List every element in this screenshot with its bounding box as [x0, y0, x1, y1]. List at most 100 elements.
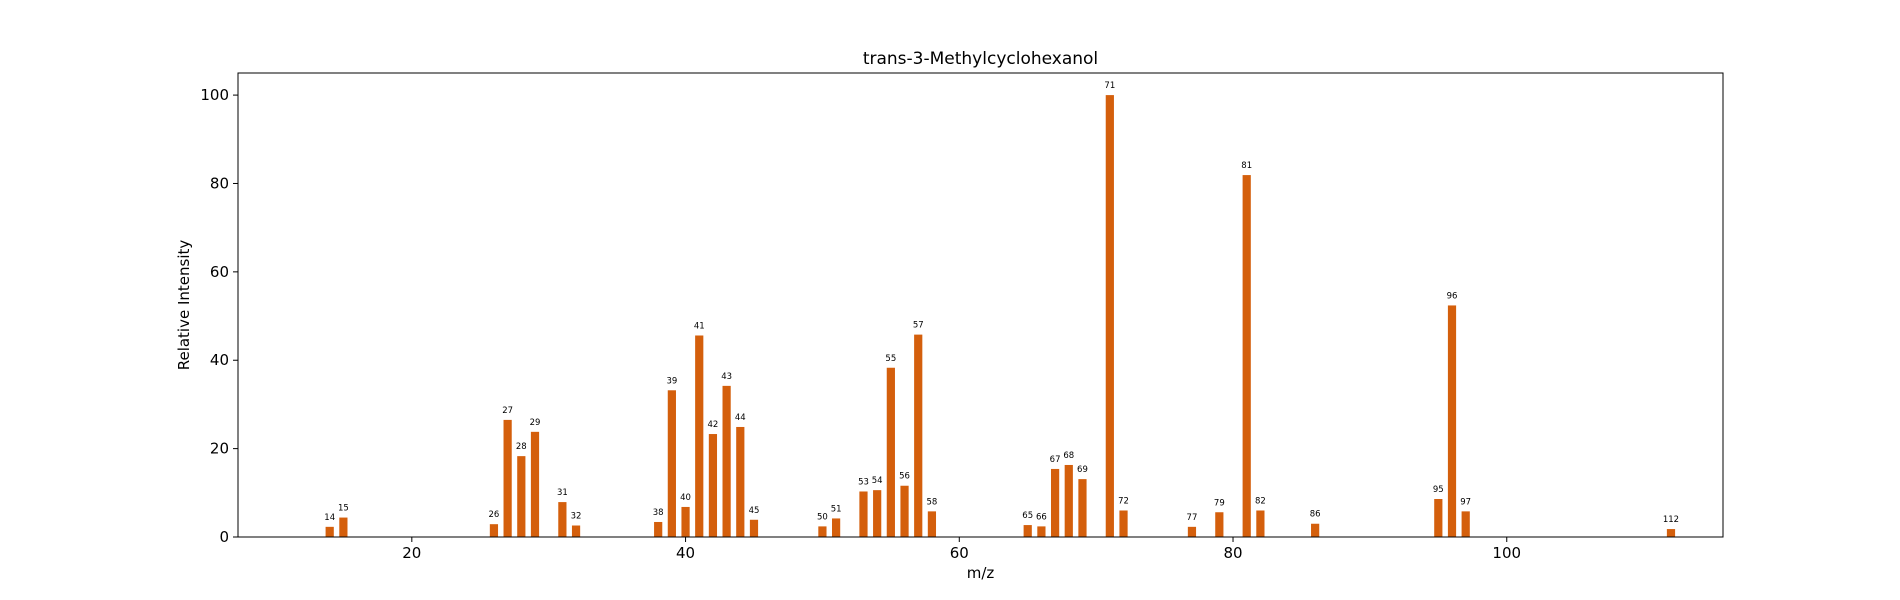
bar-50	[818, 526, 827, 537]
bar-42	[708, 434, 718, 537]
bar-41	[695, 335, 704, 537]
data-label-77: 77	[1187, 513, 1198, 523]
data-label-50: 50	[817, 512, 828, 522]
data-label-67: 67	[1050, 455, 1061, 465]
bar-79	[1215, 512, 1224, 537]
data-label-58: 58	[926, 497, 937, 507]
data-label-68: 68	[1063, 451, 1074, 461]
bar-31	[558, 502, 567, 537]
bar-28	[517, 456, 526, 537]
x-tick-label: 60	[950, 544, 969, 562]
bar-15	[339, 517, 348, 537]
bar-51	[832, 518, 841, 537]
data-label-95: 95	[1433, 485, 1444, 495]
bar-82	[1256, 510, 1265, 537]
bar-45	[749, 519, 759, 537]
data-label-27: 27	[502, 406, 513, 416]
bar-65	[1023, 525, 1032, 537]
y-tick-label: 80	[210, 174, 229, 192]
data-label-66: 66	[1036, 512, 1047, 522]
data-label-32: 32	[571, 512, 582, 522]
data-label-53: 53	[858, 477, 869, 487]
y-axis: 0 20 40 60 80 100	[200, 86, 238, 546]
bar-38	[654, 521, 663, 537]
data-label-44: 44	[735, 413, 746, 423]
bar-72	[1119, 510, 1128, 537]
bars-group	[325, 95, 1676, 537]
x-tick-label: 100	[1492, 544, 1521, 562]
bar-55	[886, 367, 895, 537]
data-label-15: 15	[338, 504, 349, 514]
data-label-65: 65	[1022, 511, 1033, 521]
bar-56	[900, 485, 909, 537]
data-label-41: 41	[694, 321, 705, 331]
bar-58	[927, 511, 937, 537]
bar-68	[1064, 464, 1073, 537]
bar-53	[859, 491, 868, 537]
data-label-26: 26	[489, 510, 500, 520]
x-tick-label: 40	[676, 544, 695, 562]
y-tick-label: 0	[219, 528, 229, 546]
y-tick-label: 60	[210, 263, 229, 281]
data-label-45: 45	[749, 506, 760, 516]
bar-97	[1461, 511, 1470, 537]
data-label-42: 42	[708, 420, 719, 430]
data-label-39: 39	[666, 376, 677, 386]
data-label-112: 112	[1663, 515, 1679, 525]
bar-40	[681, 506, 690, 537]
data-label-81: 81	[1241, 161, 1252, 171]
bar-112	[1666, 529, 1676, 537]
bar-67	[1050, 468, 1060, 537]
bar-77	[1187, 526, 1197, 537]
data-label-55: 55	[885, 354, 896, 364]
y-axis-label: Relative Intensity	[175, 240, 193, 371]
data-label-31: 31	[557, 488, 568, 498]
data-label-57: 57	[913, 321, 924, 331]
data-label-28: 28	[516, 442, 527, 452]
data-label-79: 79	[1214, 498, 1225, 508]
data-label-97: 97	[1460, 497, 1471, 507]
data-label-38: 38	[653, 508, 664, 518]
bar-14	[325, 526, 334, 537]
y-tick-label: 20	[210, 440, 229, 458]
data-label-71: 71	[1104, 81, 1115, 91]
bar-44	[736, 426, 745, 537]
x-axis-label: m/z	[967, 564, 995, 582]
bar-29	[530, 431, 540, 537]
data-label-82: 82	[1255, 496, 1266, 506]
bar-26	[489, 524, 499, 537]
bar-69	[1078, 479, 1087, 537]
chart-title: trans-3-Methylcyclohexanol	[863, 49, 1098, 69]
x-tick-label: 20	[402, 544, 421, 562]
bar-66	[1037, 526, 1046, 537]
bar-39	[667, 390, 676, 537]
data-label-54: 54	[872, 476, 883, 486]
x-axis: 20 40 60 80 100	[402, 537, 1521, 562]
y-tick-label: 100	[200, 86, 229, 104]
data-label-40: 40	[680, 493, 691, 503]
data-label-69: 69	[1077, 465, 1088, 475]
data-label-96: 96	[1447, 291, 1458, 301]
x-tick-label: 80	[1223, 544, 1242, 562]
data-label-29: 29	[530, 418, 541, 428]
bar-86	[1311, 523, 1320, 537]
data-label-86: 86	[1310, 510, 1321, 520]
bar-27	[503, 419, 512, 537]
bar-43	[722, 385, 731, 537]
bar-32	[571, 525, 581, 537]
y-tick-label: 40	[210, 351, 229, 369]
bar-95	[1434, 499, 1443, 537]
data-label-56: 56	[899, 472, 910, 482]
bar-96	[1447, 305, 1457, 537]
data-label-14: 14	[324, 513, 335, 523]
bar-54	[873, 490, 882, 537]
bar-71	[1105, 95, 1114, 537]
data-label-51: 51	[831, 504, 842, 514]
data-label-43: 43	[721, 372, 732, 382]
data-label-72: 72	[1118, 496, 1129, 506]
bar-81	[1242, 175, 1251, 537]
plot-frame	[237, 72, 1724, 538]
